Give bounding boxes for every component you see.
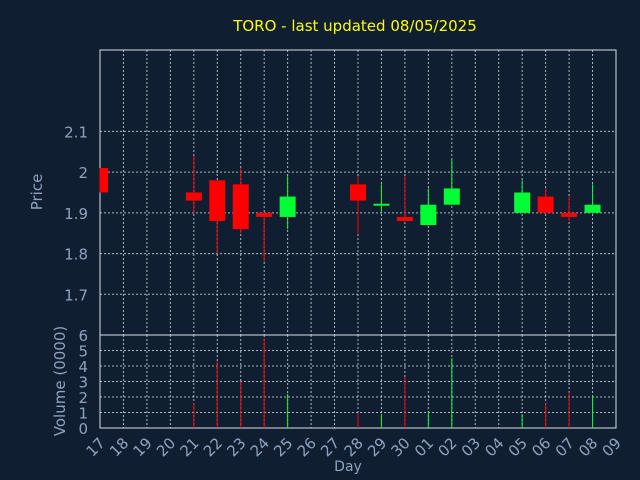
candle-body-07 [561,212,578,217]
volume-tick-label: 3 [78,374,88,392]
candle-body-23 [232,184,249,230]
candle-body-30 [396,216,413,221]
price-axis-label: Price [28,174,46,211]
candle-body-28 [350,184,366,201]
volume-tick-label: 5 [78,343,88,361]
price-panel: 1.7 1.8 1.9 2 2.1 [64,49,617,336]
price-tick-label: 1.8 [64,246,88,264]
day-axis-label: Day [334,459,362,475]
candle-body-01 [420,204,437,226]
day-tick-labels: 1718192021222324252627282930010203040506… [83,434,625,460]
volume-tick-label: 0 [78,420,88,438]
price-tick-label: 2.1 [64,123,88,141]
candle-body-08 [584,204,601,213]
price-tick-label: 2 [78,164,88,182]
candle-body-17 [100,168,108,193]
candle-body-05 [514,192,531,213]
volume-tick-label: 4 [78,358,88,376]
volume-axis-label: Volume (0000) [51,326,69,436]
candle-body-25 [279,196,296,217]
candle-body-02 [443,188,460,205]
price-tick-label: 1.7 [64,286,88,304]
price-tick-label: 1.9 [64,205,88,223]
candle-body-24 [256,212,273,217]
candle-body-22 [209,180,226,221]
candle-body-06 [537,196,554,213]
volume-tick-label: 6 [78,327,88,345]
volume-tick-label: 1 [78,405,88,423]
candle-body-21 [185,192,202,201]
chart-title: TORO - last updated 08/05/2025 [232,17,477,35]
volume-tick-label: 2 [78,389,88,407]
candle-body-29 [373,203,390,206]
